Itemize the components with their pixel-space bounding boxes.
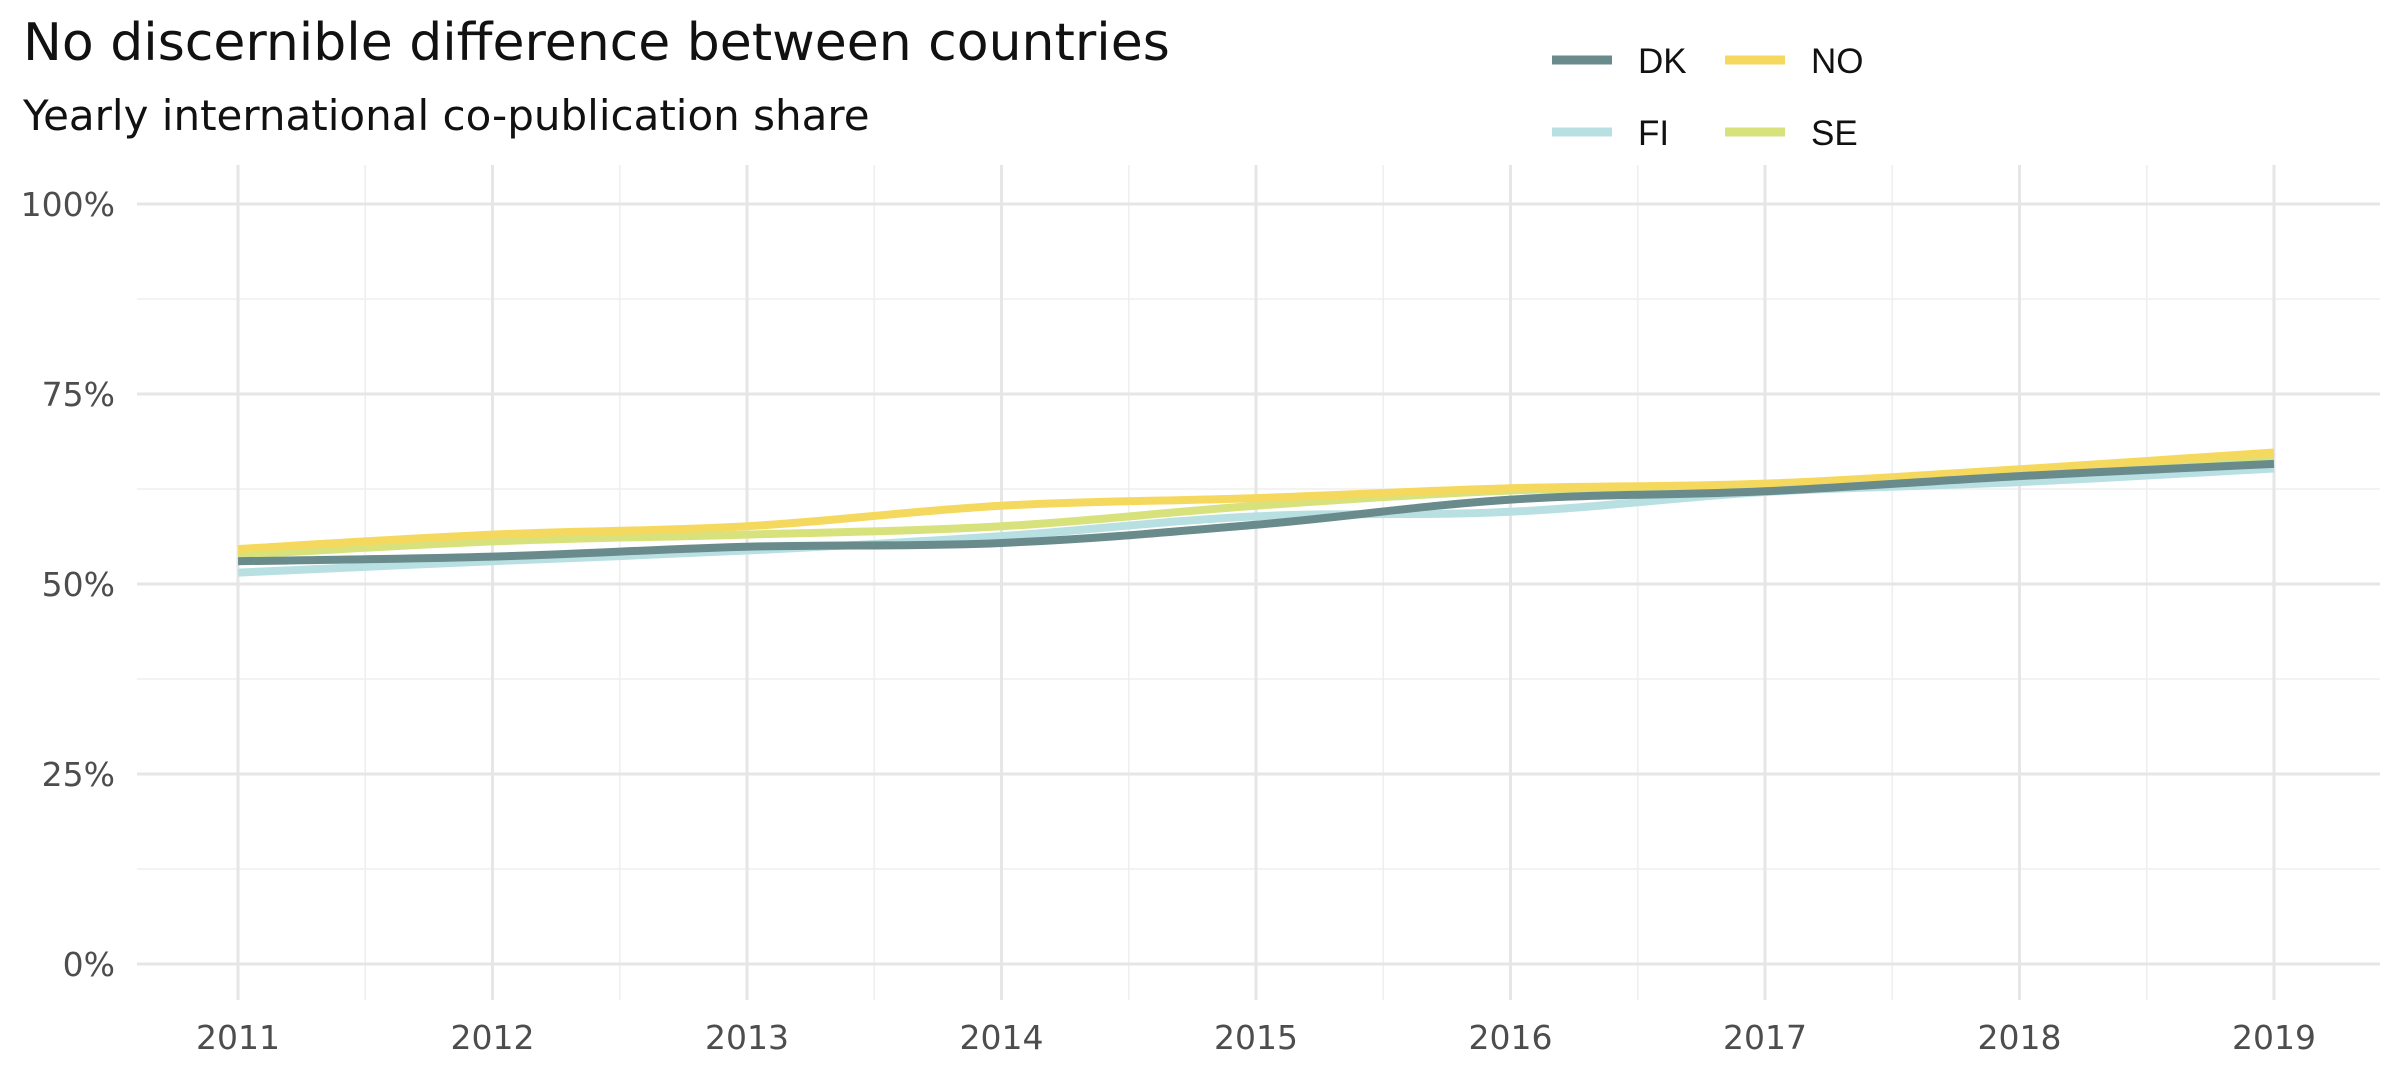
x-tick-label: 2012 [451, 1018, 535, 1057]
legend-label-dk: DK [1638, 42, 1687, 81]
y-tick-label: 50% [42, 565, 115, 604]
y-axis: 0% 25% 50% 75% 100% [21, 185, 115, 984]
x-tick-label: 2013 [705, 1018, 789, 1057]
legend: DK NO FI SE [1552, 42, 1864, 153]
x-tick-label: 2016 [1469, 1018, 1553, 1057]
x-tick-label: 2014 [960, 1018, 1044, 1057]
series-line-dk [237, 459, 2275, 566]
grid [137, 165, 2380, 1000]
legend-label-no: NO [1811, 42, 1864, 81]
y-tick-label: 25% [42, 755, 115, 794]
legend-label-fi: FI [1638, 114, 1669, 153]
series-lines [237, 448, 2275, 577]
y-tick-label: 0% [63, 945, 115, 984]
x-tick-label: 2011 [196, 1018, 280, 1057]
x-tick-label: 2018 [1978, 1018, 2062, 1057]
legend-label-se: SE [1811, 114, 1858, 153]
x-tick-label: 2015 [1214, 1018, 1298, 1057]
chart-subtitle: Yearly international co-publication shar… [22, 91, 870, 140]
x-tick-label: 2019 [2232, 1018, 2316, 1057]
series-line-no [237, 448, 2275, 554]
x-axis: 2011 2012 2013 2014 2015 2016 2017 2018 2019 [196, 1018, 2316, 1057]
chart-title: No discernible difference between countr… [23, 13, 1170, 73]
series-line-fi [237, 464, 2275, 577]
y-tick-label: 100% [21, 185, 115, 224]
x-tick-label: 2017 [1723, 1018, 1807, 1057]
y-tick-label: 75% [42, 375, 115, 414]
